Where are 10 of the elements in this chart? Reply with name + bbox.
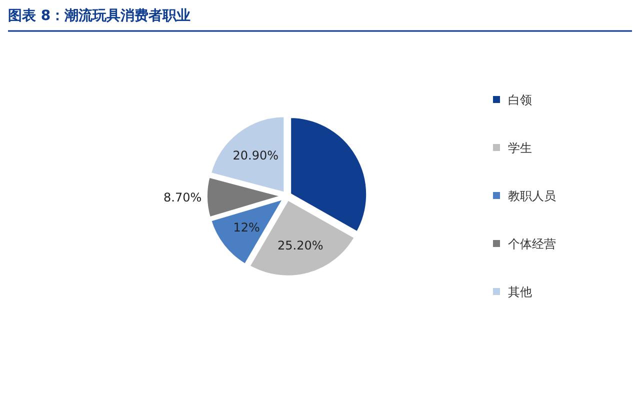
data-label: 25.20% xyxy=(278,238,324,253)
legend-label: 白领 xyxy=(508,93,532,107)
data-label: 8.70% xyxy=(164,190,202,205)
legend-label: 教职人员 xyxy=(508,189,556,203)
chart-title: 图表 8：潮流玩具消费者职业 xyxy=(8,7,191,24)
legend-label: 学生 xyxy=(508,141,532,155)
legend-label: 其他 xyxy=(508,285,532,299)
legend-label: 个体经营 xyxy=(508,237,556,251)
data-label: 12% xyxy=(233,220,260,235)
data-label: 20.90% xyxy=(232,148,279,162)
